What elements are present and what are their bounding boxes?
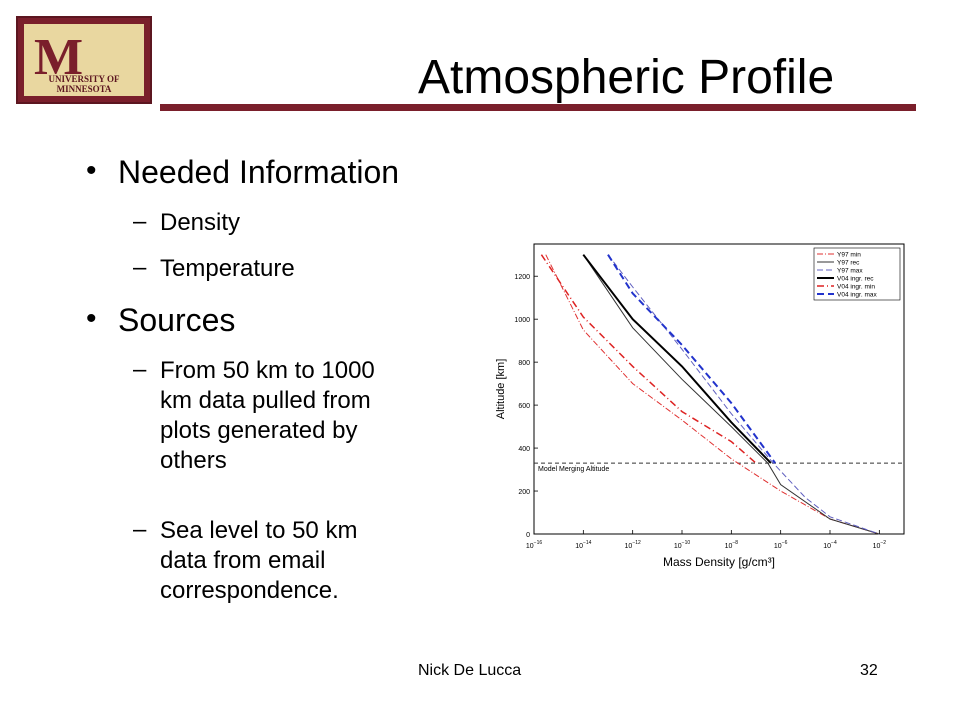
bullet-needed-information: Needed Information: [118, 154, 400, 190]
sub-dash: –: [133, 516, 147, 543]
y-tick-label: 200: [518, 489, 530, 496]
sub-source-1-line: km data pulled from: [160, 387, 371, 414]
sub-source-1-line: From 50 km to 1000: [160, 357, 375, 384]
title-rule: [160, 104, 916, 111]
series-line-0: [545, 254, 880, 535]
y-tick-label: 1200: [514, 274, 530, 281]
slide-number: 32: [860, 662, 878, 679]
sub-source-2: Sea level to 50 km data from email corre…: [160, 516, 357, 606]
x-tick-label: 10−16: [526, 540, 542, 550]
bullet-sources: Sources: [118, 302, 236, 338]
y-tick-label: 800: [518, 360, 530, 367]
x-tick-label: 10−10: [674, 540, 690, 550]
series-line-4: [540, 254, 757, 464]
x-tick-label: 10−2: [873, 540, 887, 550]
x-tick-label: 10−8: [725, 540, 739, 550]
y-tick-label: 1000: [514, 317, 530, 324]
sub-source-1: From 50 km to 1000 km data pulled from p…: [160, 356, 375, 476]
x-axis-label: Mass Density [g/cm³]: [663, 555, 775, 569]
sub-source-2-line: data from email: [160, 547, 326, 574]
sub-source-1-line: plots generated by: [160, 417, 358, 444]
y-tick-label: 0: [526, 532, 530, 539]
logo-caption: UNIVERSITY OF MINNESOTA: [48, 74, 120, 94]
bullet-dot: •: [86, 302, 97, 335]
legend-box: [813, 247, 901, 301]
legend-label: V04 ingr. min: [837, 284, 875, 291]
legend-label: Y97 min: [837, 252, 861, 259]
sub-temperature: Temperature: [160, 255, 295, 282]
legend-label: Y97 max: [837, 268, 863, 275]
y-axis-label: Altitude [km]: [495, 359, 507, 420]
bullet-dot: •: [86, 154, 97, 187]
series-line-1: [582, 254, 880, 535]
x-tick-label: 10−6: [774, 540, 788, 550]
x-tick-label: 10−12: [625, 540, 641, 550]
sub-density: Density: [160, 209, 241, 236]
logo-background: M UNIVERSITY OF MINNESOTA: [24, 24, 144, 96]
legend-label: Y97 rec: [837, 260, 860, 267]
density-altitude-chart: 0 200 400 600 800 1000 1200 10−16 10−14 10−12 10−1…: [495, 243, 905, 569]
y-tick-label: 400: [518, 446, 530, 453]
sub-dash: –: [133, 254, 147, 281]
university-logo: M UNIVERSITY OF MINNESOTA: [16, 16, 152, 104]
legend-label: V04 ingr. rec: [837, 276, 874, 283]
legend-label: V04 ingr. max: [837, 292, 877, 299]
series-line-3: [582, 254, 772, 464]
slide-title: Atmospheric Profile: [418, 51, 835, 104]
y-tick-label: 600: [518, 403, 530, 410]
footer-author: Nick De Lucca: [418, 662, 522, 679]
merging-altitude-annotation: Model Merging Altitude: [538, 466, 609, 473]
sub-source-2-line: correspondence.: [160, 577, 339, 604]
sub-dash: –: [133, 208, 147, 235]
sub-source-2-line: Sea level to 50 km: [160, 517, 358, 544]
sub-dash: –: [133, 356, 147, 383]
x-tick-label: 10−4: [823, 540, 837, 550]
sub-source-1-line: others: [160, 447, 227, 474]
logo-m-mark: M: [34, 29, 83, 86]
x-tick-label: 10−14: [575, 540, 591, 550]
